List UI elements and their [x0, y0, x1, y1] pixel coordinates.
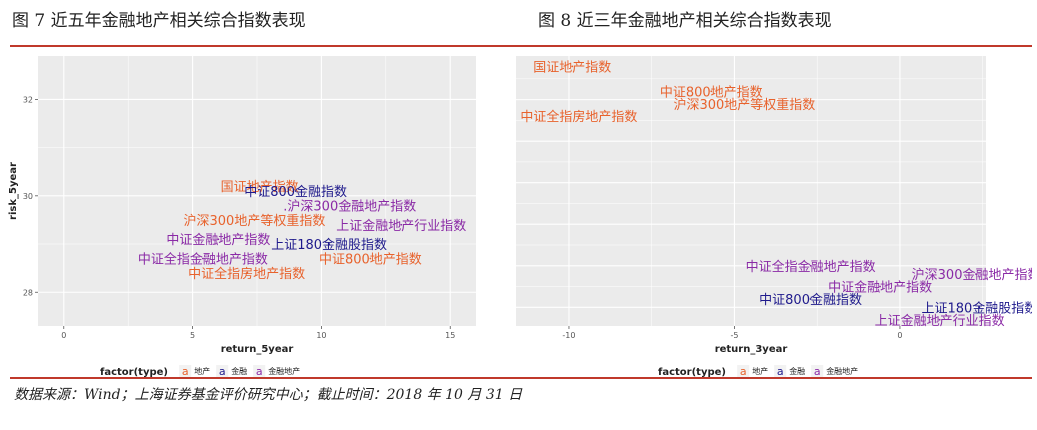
x-tick-label: 5 — [190, 331, 195, 340]
data-point — [348, 204, 351, 207]
y-tick-label: 30 — [23, 192, 33, 201]
data-label: 上证180金融股指数 — [921, 300, 1032, 316]
legend-title: factor(type) — [658, 367, 726, 378]
data-label: 中证全指金融地产指数 — [138, 252, 268, 268]
data-point — [809, 298, 812, 300]
data-label: 上证金融地产行业指数 — [336, 218, 466, 234]
data-point — [978, 306, 981, 309]
legend-title: factor(type) — [100, 367, 168, 378]
plot-panel — [516, 56, 986, 326]
legend-label: 地产 — [194, 366, 210, 376]
legend-key-glyph: a — [256, 365, 263, 378]
data-label: 中证800金融指数 — [759, 292, 862, 308]
data-label: .沪深300金融地产指数 — [283, 198, 416, 214]
left-scatter-chart: 0 5 10 15 28 30 32 国证地产指数中证800金融指数.沪深300金融地产指数沪… — [8, 56, 476, 378]
data-label: 上证180金融股指数 — [271, 237, 387, 253]
x-tick-label: -5 — [730, 331, 738, 340]
y-axis-title: risk_5year — [8, 162, 19, 220]
data-point — [400, 223, 403, 226]
data-label: 沪深300金融地产指数 — [912, 267, 1032, 283]
right-figure-title: 图 8 近三年金融地产相关综合指数表现 — [538, 11, 832, 31]
data-point — [879, 285, 881, 288]
data-label: 中证金融地产指数 — [828, 280, 932, 296]
data-label: 沪深300地产等权重指数 — [184, 213, 326, 229]
legend-label: 地产 — [752, 366, 768, 376]
legend-key — [811, 365, 824, 378]
data-label: 中证全指房地产指数 — [188, 266, 305, 282]
data-label: 中证800地产指数 — [660, 85, 763, 100]
data-point — [577, 115, 580, 118]
data-point — [245, 272, 248, 274]
data-point — [975, 273, 977, 275]
data-label: 中证全指房地产指数 — [520, 109, 637, 125]
bottom-rule — [10, 377, 1032, 379]
data-label: 中证800金融指数 — [244, 184, 347, 200]
x-tick-label: -10 — [562, 331, 575, 340]
legend-label: 金融地产 — [268, 366, 300, 376]
legend-key-glyph: a — [740, 365, 747, 378]
data-label: 中证全指金融地产指数 — [746, 259, 876, 275]
legend-key — [774, 365, 787, 378]
legend-key-glyph: a — [814, 365, 821, 378]
data-point — [328, 243, 331, 245]
data-point — [253, 219, 256, 221]
data-point — [294, 190, 297, 192]
x-tick-label: 15 — [445, 331, 455, 340]
legend-key — [216, 365, 229, 378]
source-note: 数据来源：Wind；上海证券基金评价研究中心；截止时间：2018 年 10 月 … — [14, 387, 523, 403]
legend-key-glyph: a — [182, 365, 189, 378]
legend-key — [737, 365, 750, 378]
right-scatter-chart: -10-50192021222324国证地产指数中证800地产指数沪深300地产… — [516, 56, 1032, 378]
x-axis-title: return_5year — [221, 344, 294, 355]
data-point — [258, 185, 261, 188]
data-label: 国证地产指数 — [533, 60, 611, 75]
y-tick-label: 28 — [23, 288, 33, 297]
data-point — [571, 65, 574, 68]
legend-key-glyph: a — [777, 365, 784, 378]
data-label: 中证800地产指数 — [319, 253, 422, 268]
y-tick-label: 32 — [23, 95, 33, 104]
data-point — [710, 90, 713, 93]
x-tick-label: 10 — [316, 331, 326, 340]
x-tick-label: 0 — [61, 331, 66, 340]
legend-label: 金融地产 — [826, 366, 858, 376]
data-point — [743, 102, 746, 105]
data-point — [217, 238, 220, 241]
legend-label: 金融 — [789, 366, 805, 376]
legend-key-glyph: a — [219, 365, 226, 378]
x-axis-title: return_3year — [715, 344, 788, 355]
data-point — [809, 264, 812, 267]
data-point — [369, 257, 372, 260]
data-point — [201, 257, 204, 260]
legend-key — [179, 365, 192, 378]
data-point — [938, 318, 941, 321]
legend-label: 金融 — [231, 366, 247, 376]
legend-key — [253, 365, 266, 378]
data-label: 沪深300地产等权重指数 — [673, 97, 815, 113]
data-label: 中证金融地产指数 — [166, 232, 270, 248]
x-tick-label: 0 — [897, 331, 902, 340]
data-label: 国证地产指数 — [221, 180, 299, 195]
top-rule — [10, 45, 1032, 47]
left-figure-title: 图 7 近五年金融地产相关综合指数表现 — [12, 11, 306, 31]
data-label: 上证金融地产行业指数 — [875, 313, 1005, 329]
